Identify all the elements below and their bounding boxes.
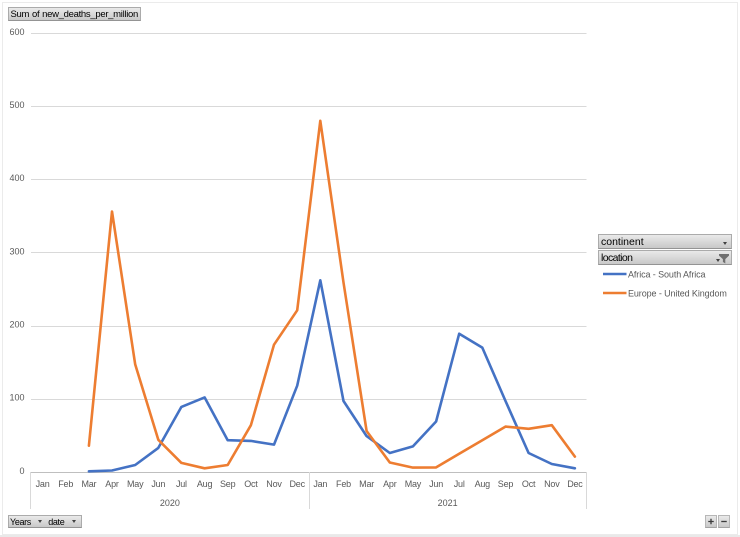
svg-text:300: 300 (9, 246, 24, 256)
svg-text:Sep: Sep (498, 479, 514, 489)
svg-text:Jan: Jan (36, 479, 50, 489)
svg-text:Aug: Aug (475, 479, 491, 489)
svg-text:0: 0 (19, 466, 24, 476)
svg-text:Feb: Feb (336, 479, 351, 489)
svg-text:Dec: Dec (289, 479, 305, 489)
svg-text:May: May (405, 479, 422, 489)
svg-text:Europe - United Kingdom: Europe - United Kingdom (628, 288, 727, 298)
svg-text:Dec: Dec (567, 479, 583, 489)
svg-text:Jun: Jun (429, 479, 443, 489)
svg-text:Nov: Nov (544, 479, 560, 489)
svg-text:Nov: Nov (266, 479, 282, 489)
svg-text:Oct: Oct (244, 479, 258, 489)
svg-text:600: 600 (9, 27, 24, 37)
svg-text:2021: 2021 (438, 498, 458, 508)
svg-text:100: 100 (9, 393, 24, 403)
svg-text:500: 500 (9, 100, 24, 110)
svg-text:Africa - South Africa: Africa - South Africa (628, 269, 706, 279)
svg-text:Apr: Apr (105, 479, 119, 489)
svg-text:200: 200 (9, 320, 24, 330)
svg-text:Jun: Jun (151, 479, 165, 489)
svg-text:Aug: Aug (197, 479, 213, 489)
svg-text:Apr: Apr (383, 479, 397, 489)
svg-text:Feb: Feb (58, 479, 73, 489)
svg-text:400: 400 (9, 173, 24, 183)
svg-text:Mar: Mar (81, 479, 96, 489)
svg-text:Oct: Oct (522, 479, 536, 489)
svg-text:Jul: Jul (176, 479, 187, 489)
svg-text:May: May (127, 479, 144, 489)
svg-text:Jan: Jan (313, 479, 327, 489)
svg-text:Mar: Mar (359, 479, 374, 489)
svg-text:2020: 2020 (160, 498, 180, 508)
svg-text:Jul: Jul (454, 479, 465, 489)
svg-text:Sep: Sep (220, 479, 236, 489)
